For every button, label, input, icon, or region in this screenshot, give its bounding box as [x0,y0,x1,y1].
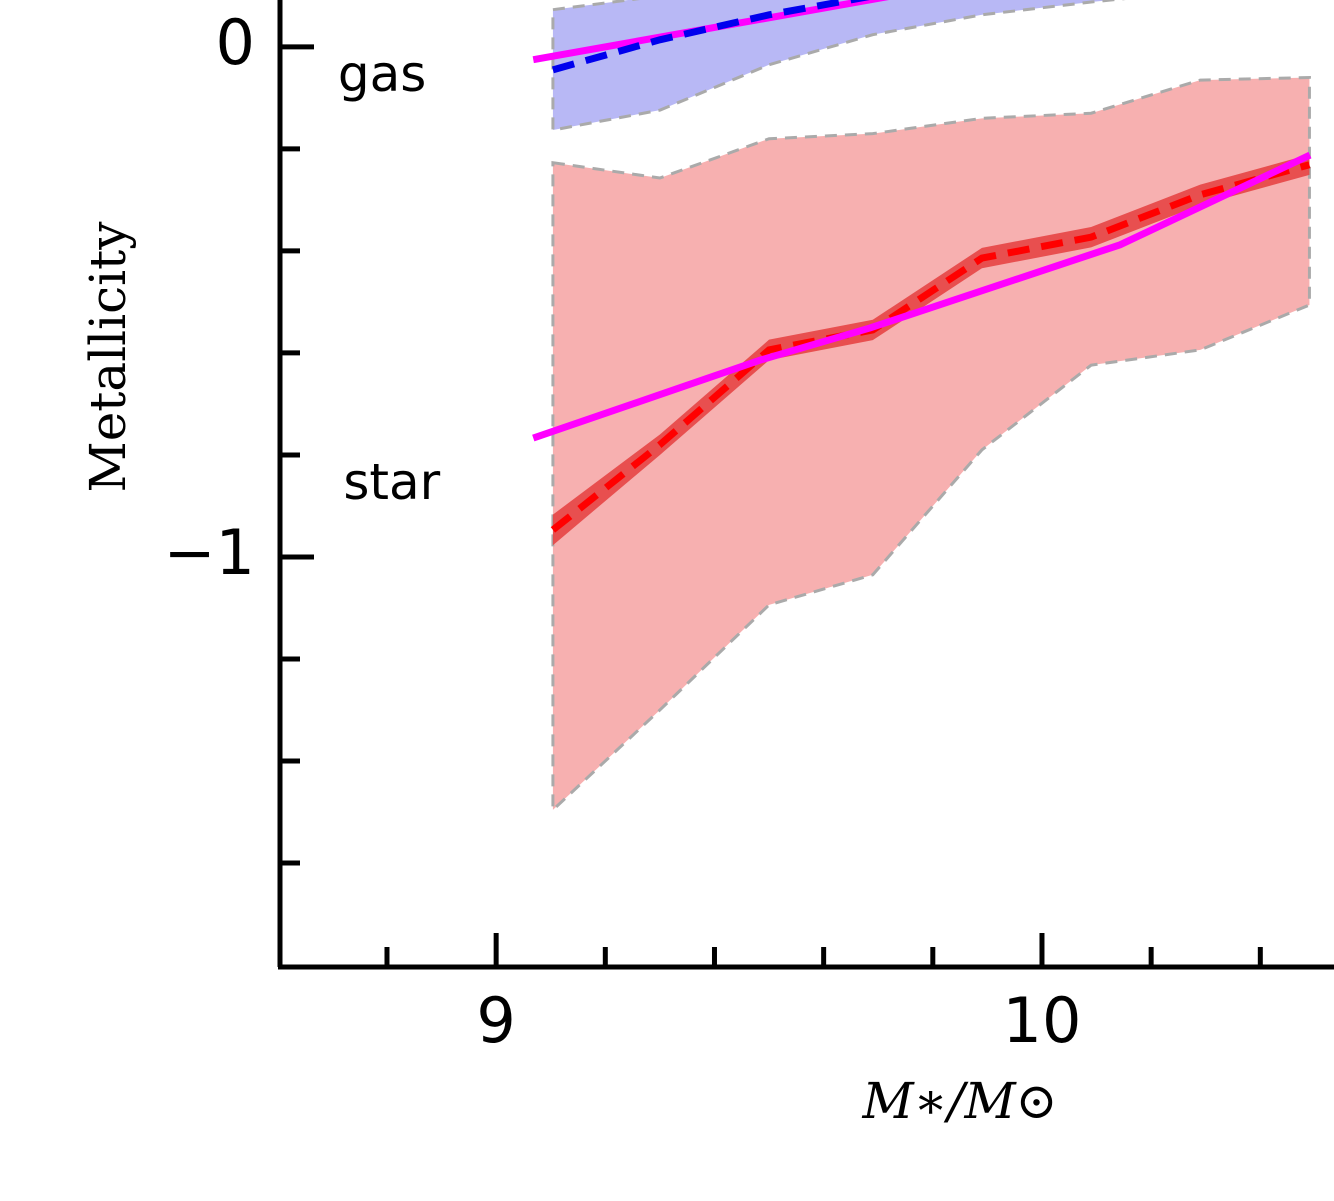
line [550,161,1311,533]
y-tick-label: 0 [216,6,255,79]
line [551,0,870,74]
annotation: star [343,453,440,511]
line [532,151,1312,442]
x-tick-label: 10 [1003,984,1082,1057]
plot-area [532,0,1312,814]
band [551,75,1311,814]
y-axis-label: Metallicity [79,221,137,493]
annotation: gas [338,45,426,103]
x-axis-label: M∗/M⊙ [861,1072,1057,1130]
y-tick-label: −1 [164,516,255,589]
x-tick-label: 9 [476,984,515,1057]
